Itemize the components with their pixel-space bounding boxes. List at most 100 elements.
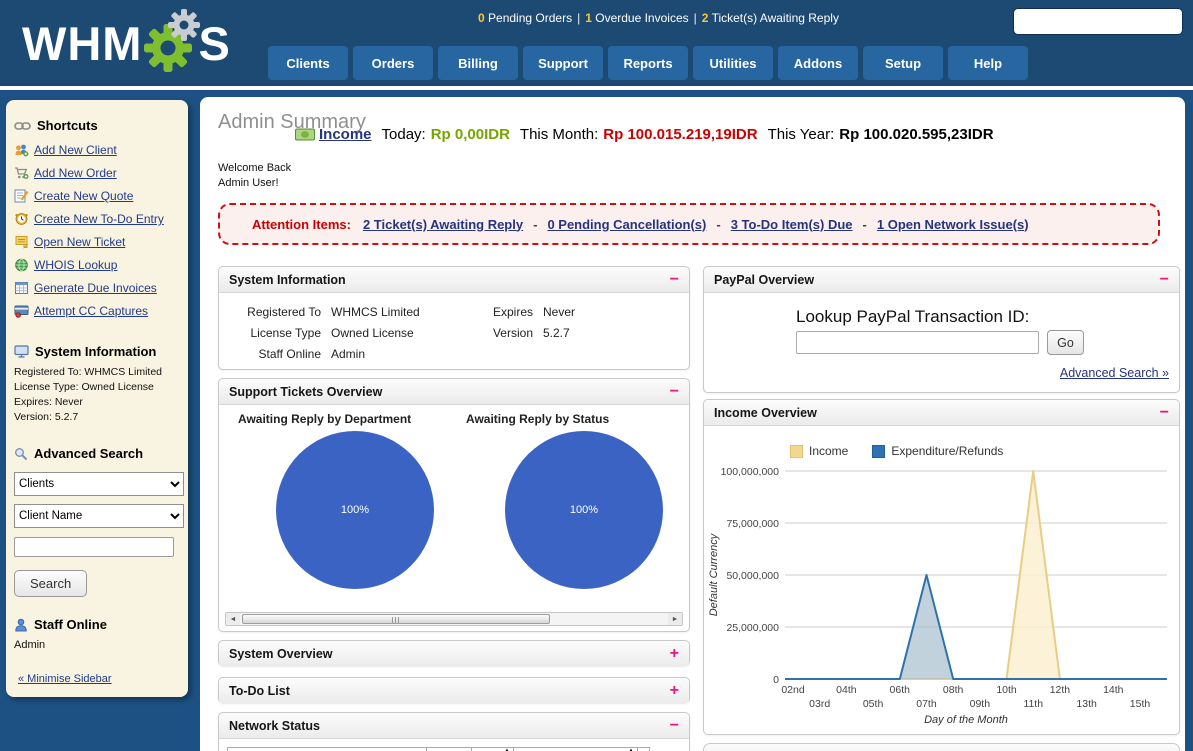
income-legend-label: Income	[809, 444, 849, 458]
add-new-client-link[interactable]: Add New Client	[34, 143, 117, 157]
paypal-advanced-search-link[interactable]: Advanced Search »	[1059, 366, 1169, 380]
attention-todo-link[interactable]: 3 To-Do Item(s) Due	[730, 216, 853, 232]
network-status-panel: Network Status − ▲ ▲	[218, 712, 690, 751]
main-navigation: Clients Orders Billing Support Reports U…	[268, 46, 1033, 80]
advanced-search-category-select[interactable]: Clients	[14, 472, 184, 496]
advanced-search-heading: Advanced Search	[14, 446, 180, 461]
svg-text:15th: 15th	[1130, 698, 1151, 710]
todo-list-panel: To-Do List +	[218, 677, 690, 704]
generate-due-invoices-link[interactable]: Generate Due Invoices	[34, 281, 157, 295]
nav-reports[interactable]: Reports	[608, 46, 688, 80]
expand-icon[interactable]: +	[669, 682, 679, 699]
tickets-horizontal-scrollbar[interactable]: ◄ ►	[225, 612, 683, 626]
pie-department-title: Awaiting Reply by Department	[238, 412, 412, 426]
sidebar-system-information-heading: System Information	[14, 344, 180, 359]
shortcut-open-new-ticket: Open New Ticket	[14, 232, 180, 252]
logo-text-whm: WHM	[22, 16, 143, 70]
nav-setup[interactable]: Setup	[863, 46, 943, 80]
attention-network-link[interactable]: 1 Open Network Issue(s)	[876, 216, 1029, 232]
logo-text-s: S	[198, 16, 231, 70]
open-new-ticket-link[interactable]: Open New Ticket	[34, 235, 126, 249]
paypal-transaction-id-input[interactable]	[796, 331, 1039, 354]
income-today-label: Today:	[381, 126, 426, 143]
green-gear-icon	[144, 24, 193, 72]
nav-help[interactable]: Help	[948, 46, 1028, 80]
income-overview-panel: Income Overview − Income Expenditure/Ref…	[703, 399, 1180, 735]
income-month-label: This Month:	[519, 126, 599, 143]
overdue-invoices-stat[interactable]: 1 Overdue Invoices	[585, 11, 689, 25]
nav-addons[interactable]: Addons	[778, 46, 858, 80]
paypal-go-button[interactable]: Go	[1047, 330, 1084, 355]
collapse-icon[interactable]: −	[1159, 403, 1169, 421]
due-invoices-icon	[15, 282, 28, 294]
system-information-panel: System Information − Registered To WHMCS …	[218, 266, 690, 370]
scrollbar-thumb[interactable]	[242, 614, 550, 624]
collapse-icon[interactable]: −	[669, 270, 679, 288]
paypal-panel-header[interactable]: PayPal Overview −	[704, 267, 1179, 293]
income-money-icon	[295, 128, 315, 141]
attention-label: Attention Items:	[252, 216, 351, 232]
logo-gears	[143, 9, 201, 73]
minimise-sidebar-link[interactable]: « Minimise Sidebar	[18, 673, 112, 685]
system-information-panel-header[interactable]: System Information −	[219, 267, 689, 293]
attention-cancellations-link[interactable]: 0 Pending Cancellation(s)	[547, 216, 707, 232]
shortcut-attempt-cc-captures: Attempt CC Captures	[14, 301, 180, 321]
income-chart-legend: Income Expenditure/Refunds	[790, 444, 1003, 458]
nav-support[interactable]: Support	[523, 46, 603, 80]
department-pie-chart: 100%	[276, 431, 434, 589]
new-quote-icon	[14, 189, 29, 203]
system-overview-panel: System Overview +	[218, 640, 690, 667]
svg-text:0: 0	[773, 674, 779, 686]
magnifier-icon	[15, 447, 28, 460]
add-order-icon	[15, 167, 29, 179]
svg-text:04th: 04th	[836, 684, 857, 696]
nav-orders[interactable]: Orders	[353, 46, 433, 80]
main-content: Admin Summary Income Today: Rp 0,00IDR T…	[200, 97, 1185, 751]
svg-text:75,000,000: 75,000,000	[726, 518, 779, 530]
nav-billing[interactable]: Billing	[438, 46, 518, 80]
create-new-quote-link[interactable]: Create New Quote	[34, 189, 134, 203]
collapse-icon[interactable]: −	[1159, 270, 1169, 288]
pending-orders-stat[interactable]: 0 Pending Orders	[478, 11, 573, 25]
support-tickets-panel-header[interactable]: Support Tickets Overview −	[219, 379, 689, 405]
income-month-value: Rp 100.015.219,19IDR	[603, 126, 758, 143]
chain-link-icon	[14, 121, 31, 130]
nav-utilities[interactable]: Utilities	[693, 46, 773, 80]
global-search	[1013, 8, 1184, 35]
svg-text:13th: 13th	[1076, 698, 1097, 710]
todo-entry-icon	[15, 213, 28, 225]
tickets-awaiting-stat[interactable]: 2 Ticket(s) Awaiting Reply	[701, 11, 839, 25]
svg-text:50,000,000: 50,000,000	[726, 570, 779, 582]
expand-icon[interactable]: +	[669, 645, 679, 662]
page-title: Admin Summary	[218, 111, 366, 133]
welcome-message: Welcome Back Admin User!	[218, 162, 292, 189]
todo-list-panel-header[interactable]: To-Do List +	[219, 678, 689, 704]
attention-tickets-link[interactable]: 2 Ticket(s) Awaiting Reply	[362, 216, 524, 232]
advanced-search-input[interactable]	[14, 537, 174, 557]
svg-text:11th: 11th	[1023, 698, 1043, 710]
collapse-icon[interactable]: −	[669, 716, 679, 734]
version-row: Version 5.2.7	[492, 326, 570, 340]
search-input[interactable]	[1025, 13, 1184, 30]
pie-status-title: Awaiting Reply by Status	[466, 412, 610, 426]
network-status-panel-header[interactable]: Network Status −	[219, 713, 689, 739]
advanced-search-button[interactable]: Search	[14, 570, 88, 597]
whois-globe-icon	[15, 258, 28, 272]
scroll-left-arrow-icon[interactable]: ◄	[226, 613, 240, 625]
staff-online-row: Staff Online Admin	[258, 347, 366, 361]
add-new-order-link[interactable]: Add New Order	[34, 166, 117, 180]
nav-clients[interactable]: Clients	[268, 46, 348, 80]
collapse-icon[interactable]: −	[669, 382, 679, 400]
income-overview-panel-header[interactable]: Income Overview −	[704, 400, 1179, 426]
advanced-search-field-select[interactable]: Client Name	[14, 504, 184, 528]
whois-lookup-link[interactable]: WHOIS Lookup	[34, 258, 118, 272]
svg-text:Day of the Month: Day of the Month	[924, 714, 1008, 726]
income-link[interactable]: Income	[319, 126, 372, 143]
attempt-cc-captures-link[interactable]: Attempt CC Captures	[34, 304, 149, 318]
create-todo-entry-link[interactable]: Create New To-Do Entry	[34, 212, 164, 226]
income-year-value: Rp 100.020.595,23IDR	[839, 126, 994, 143]
scroll-right-arrow-icon[interactable]: ►	[668, 613, 682, 625]
status-pie-chart: 100%	[505, 431, 663, 589]
expenditure-legend-label: Expenditure/Refunds	[891, 444, 1004, 458]
system-overview-panel-header[interactable]: System Overview +	[219, 641, 689, 667]
